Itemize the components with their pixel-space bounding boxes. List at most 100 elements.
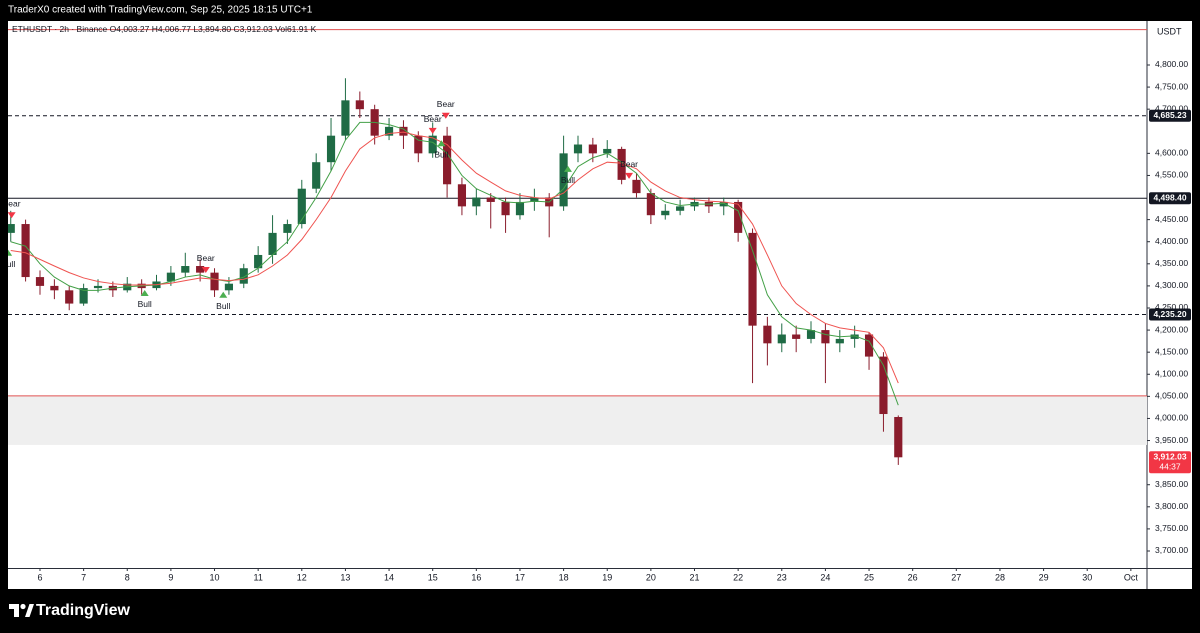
last-price-box (1149, 451, 1191, 474)
candle-body (835, 338, 844, 344)
candle-body (239, 268, 248, 284)
level-label-box (1149, 192, 1191, 205)
y-tick-label: 4,450.00 (1155, 214, 1188, 224)
signal-marker (437, 140, 446, 147)
candle-body (65, 290, 74, 304)
signal-label: Bull (561, 175, 575, 185)
signal-label: Bear (3, 198, 21, 208)
x-tick-label: 14 (384, 572, 394, 582)
signal-marker (201, 266, 210, 273)
level-label-box (1149, 109, 1191, 122)
y-tick-label: 3,750.00 (1155, 523, 1188, 533)
signal-label: Bull (1, 259, 15, 269)
candle-body (719, 201, 728, 207)
candle-body (748, 232, 757, 326)
x-tick-label: Oct (1124, 572, 1139, 582)
y-tick-label: 4,400.00 (1155, 236, 1188, 246)
candle-body (806, 330, 816, 339)
candle-body (35, 277, 45, 286)
x-tick-label: 29 (1039, 572, 1049, 582)
y-tick-label: 3,700.00 (1155, 545, 1188, 555)
candle-body (530, 197, 539, 202)
brand-logo (9, 603, 34, 617)
y-tick-label: 3,850.00 (1155, 479, 1188, 489)
candle-body (210, 272, 219, 291)
candle-body (93, 285, 103, 289)
candle-body (777, 334, 786, 344)
signal-label: Bull (434, 149, 448, 159)
candle-body (676, 206, 685, 211)
candle-body (181, 266, 190, 273)
x-tick-label: 30 (1082, 572, 1092, 582)
y-tick-label: 4,250.00 (1155, 302, 1188, 312)
candle-body (588, 144, 597, 154)
y-tick-label: 4,550.00 (1155, 170, 1188, 180)
level-label: 4,498.40 (1153, 192, 1186, 202)
candle-body (196, 266, 205, 273)
currency: USDT (1157, 26, 1182, 36)
ma-line (10, 131, 899, 384)
x-tick-label: 22 (733, 572, 743, 582)
x-tick-label: 16 (471, 572, 481, 582)
x-tick-label: 7 (81, 572, 86, 582)
y-tick-label: 4,600.00 (1155, 148, 1188, 158)
candle-body (326, 135, 336, 163)
volume: Vol61.91 K (275, 24, 316, 34)
y-tick-label: 4,800.00 (1155, 59, 1188, 69)
candle-body (355, 100, 364, 110)
x-tick-label: 28 (995, 572, 1005, 582)
signal-marker (441, 112, 450, 119)
x-tick-label: 20 (646, 572, 656, 582)
candle-body (573, 144, 583, 154)
candle-body (50, 285, 59, 291)
signal-label: Bear (437, 99, 455, 109)
chart-background (8, 21, 1192, 589)
candle-body (166, 272, 175, 282)
y-tick-label: 4,050.00 (1155, 391, 1188, 401)
candle-body (821, 330, 830, 344)
x-tick-label: 21 (689, 572, 699, 582)
x-tick-label: 11 (253, 572, 262, 582)
low: L3,894.80 (193, 24, 231, 34)
x-tick-label: 27 (951, 572, 961, 582)
candle-body (734, 201, 743, 233)
level-label: 4,235.20 (1153, 309, 1186, 319)
x-tick-label: 26 (908, 572, 918, 582)
candle-body (341, 100, 350, 136)
signal-marker (563, 165, 572, 172)
signal-marker (625, 172, 634, 179)
candle-body (894, 416, 903, 458)
legend-header: ETHUSDT · 2h · Binance O4,003.27 H4,006.… (12, 24, 317, 34)
candle-body (515, 201, 525, 216)
high: H4,006.77 (152, 24, 191, 34)
candle-body (268, 232, 277, 255)
signal-marker (8, 249, 13, 256)
x-tick-label: 23 (777, 572, 787, 582)
candle-body (283, 224, 292, 233)
signal-marker (8, 212, 16, 219)
candle-body (763, 325, 772, 344)
candle-body (428, 135, 437, 154)
candle-body (850, 334, 859, 339)
y-tick-label: 4,100.00 (1155, 369, 1188, 379)
level-label-box (1149, 308, 1191, 321)
close: C3,912.03 (234, 24, 273, 34)
candle-body (414, 135, 423, 154)
countdown: 44:37 (1159, 462, 1181, 472)
candle-body (457, 184, 467, 207)
symbol: ETHUSDT · 2h · Binance (12, 24, 108, 34)
candle-body (472, 197, 481, 207)
x-tick-label: 12 (297, 572, 307, 582)
plot: Bear Bull Bull Bear Bull Bear Bear Bull Bull Bear (1, 29, 1147, 465)
x-tick-label: 17 (515, 572, 525, 582)
x-tick-label: 9 (168, 572, 173, 582)
x-tick-label: 24 (820, 572, 830, 582)
candle-body (399, 126, 408, 136)
signal-marker (140, 289, 149, 296)
signal-label: Bear (197, 253, 215, 263)
x-tick-label: 18 (559, 572, 569, 582)
y-tick-label: 3,800.00 (1155, 501, 1188, 511)
signal-label: Bull (138, 299, 152, 309)
